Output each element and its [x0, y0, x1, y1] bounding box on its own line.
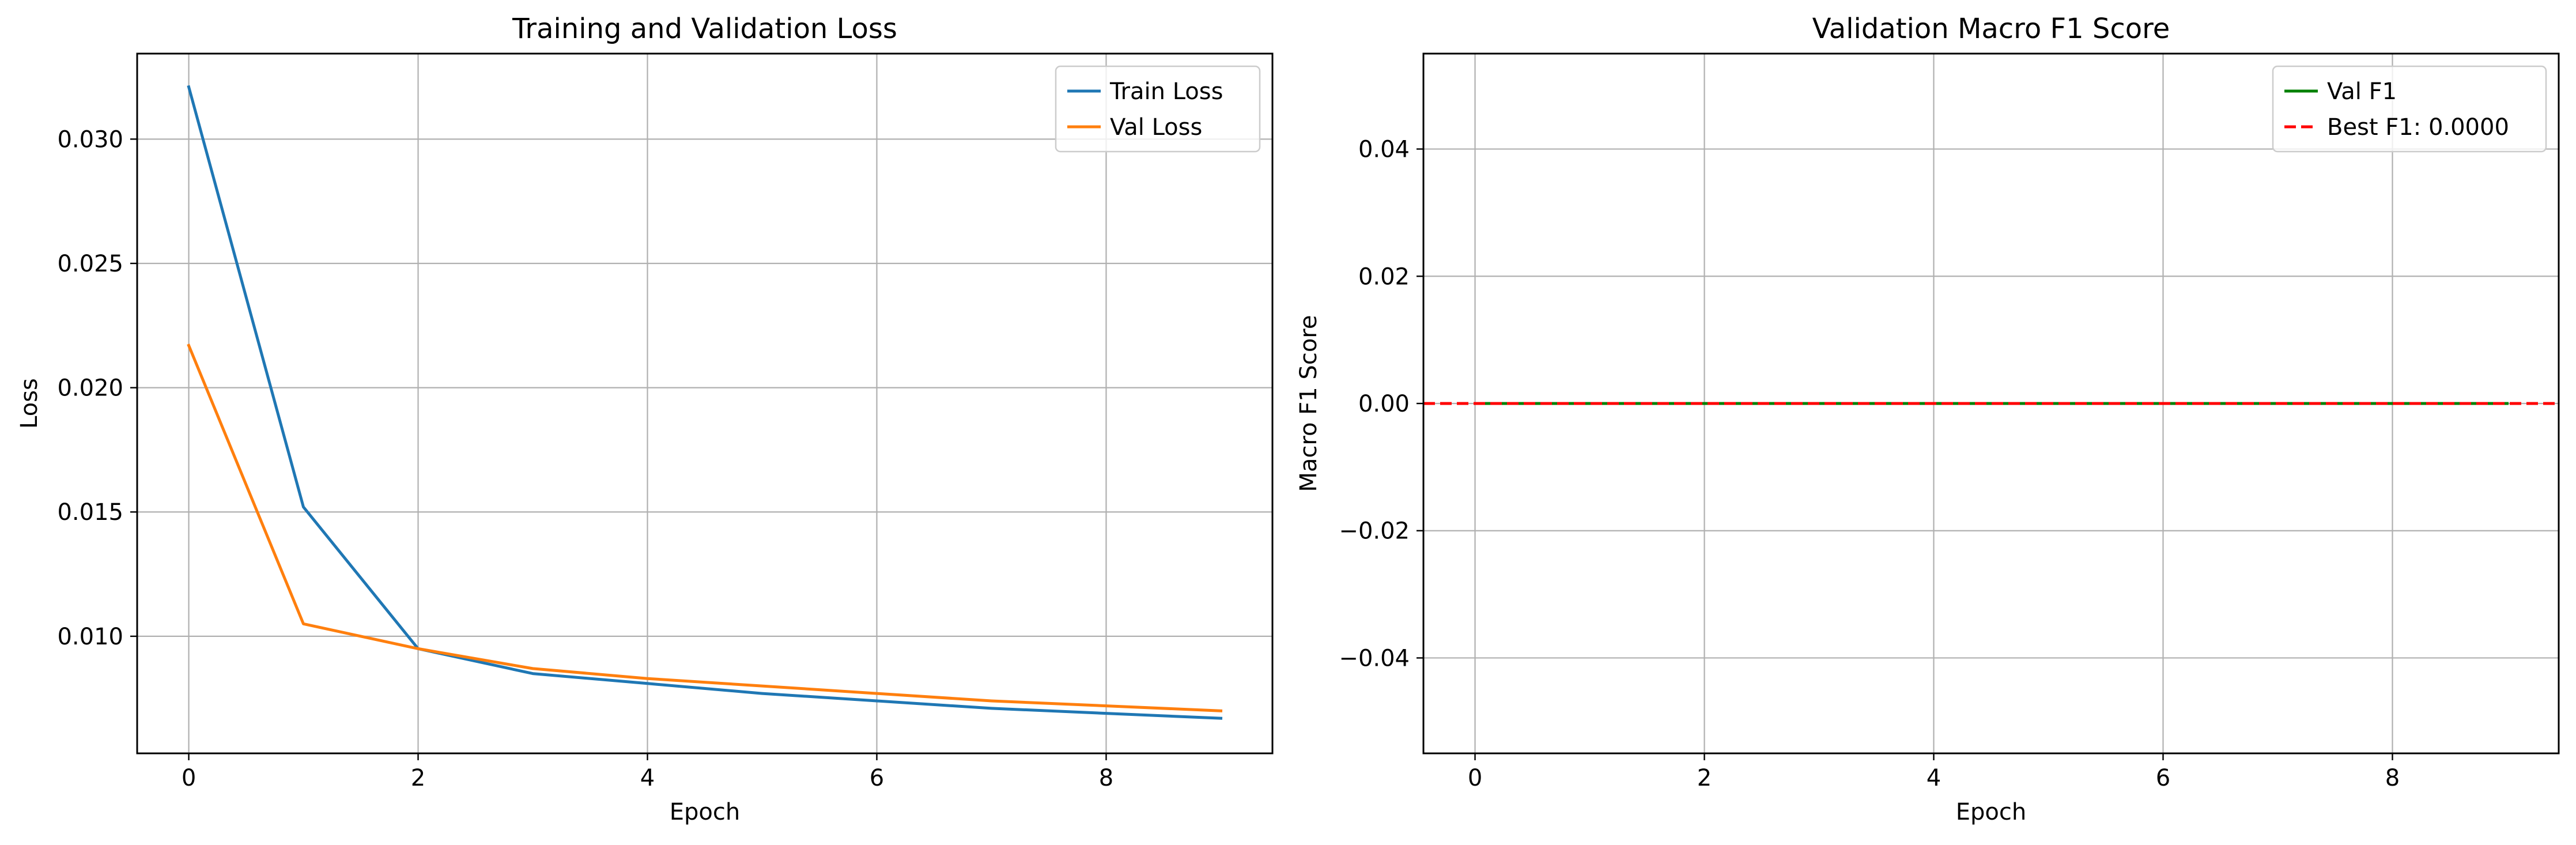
plot-area	[1422, 52, 2560, 755]
x-tick-label: 6	[2156, 765, 2170, 791]
chart-title: Validation Macro F1 Score	[1812, 13, 2170, 45]
legend-label: Best F1: 0.0000	[2327, 114, 2509, 141]
x-tick-label: 8	[1099, 765, 1113, 791]
y-tick-label: 0.020	[57, 375, 123, 402]
legend: Train Loss Val Loss	[1055, 65, 1261, 153]
y-tick-label: 0.00	[1358, 391, 1410, 417]
y-tick-label: 0.030	[57, 126, 123, 153]
chart-title: Training and Validation Loss	[512, 13, 897, 45]
ticks: 0 2 4 6 8 −0.04 −0.02 0.00 0.02 0.04	[1339, 137, 2400, 791]
series-line	[187, 85, 1223, 720]
x-tick-label: 4	[1927, 765, 1941, 791]
y-tick-label: 0.025	[57, 251, 123, 277]
plot-area	[136, 52, 1274, 755]
y-axis-label: Loss	[16, 378, 43, 429]
y-tick-label: 0.010	[57, 624, 123, 650]
series-layer	[187, 85, 1223, 720]
legend-frame	[1055, 65, 1261, 153]
legend-label: Val Loss	[1110, 114, 1202, 141]
f1-chart: Validation Macro F1 Score 0 2 4 6 8 −0.04 −0.0…	[1295, 13, 2560, 825]
legend: Val F1 Best F1: 0.0000	[2272, 65, 2547, 153]
x-tick-label: 2	[411, 765, 425, 791]
legend-label: Train Loss	[1109, 78, 1223, 105]
y-tick-label: 0.015	[57, 499, 123, 526]
x-axis-label: Epoch	[1956, 799, 2026, 825]
y-tick-label: 0.04	[1358, 137, 1410, 163]
x-tick-label: 2	[1697, 765, 1712, 791]
y-axis-label: Macro F1 Score	[1295, 315, 1322, 492]
x-tick-label: 0	[182, 765, 196, 791]
y-tick-label: 0.02	[1358, 263, 1410, 290]
x-axis-label: Epoch	[670, 799, 740, 825]
x-tick-label: 6	[870, 765, 884, 791]
series-line	[187, 344, 1223, 712]
x-tick-label: 8	[2385, 765, 2400, 791]
x-tick-label: 0	[1468, 765, 1482, 791]
x-tick-label: 4	[640, 765, 655, 791]
y-tick-label: −0.04	[1339, 645, 1410, 672]
legend-frame	[2272, 65, 2547, 153]
y-tick-label: −0.02	[1339, 518, 1410, 545]
legend-label: Val F1	[2327, 78, 2397, 105]
loss-chart: Training and Validation Loss 0 2 4 6 80.0100…	[16, 13, 1274, 825]
ticks: 0 2 4 6 8 0.010 0.015 0.020 0.025 0.030	[57, 126, 1113, 791]
